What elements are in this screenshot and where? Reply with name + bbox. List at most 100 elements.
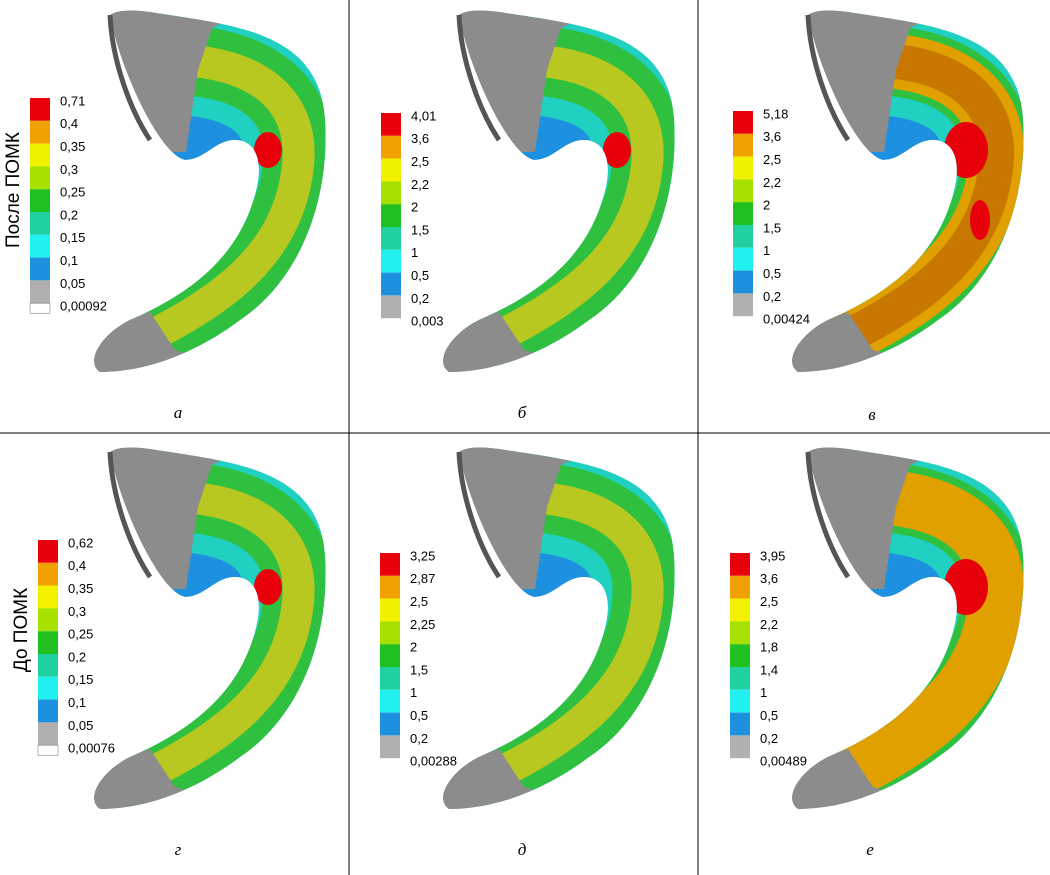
legend-swatch: [30, 234, 50, 258]
legend-swatch: [381, 227, 401, 250]
legend-swatch: [380, 644, 400, 667]
legend-swatch: [733, 270, 753, 294]
legend-label: 0,00092: [60, 299, 107, 314]
legend-swatch: [733, 202, 753, 225]
legend-label: 0,62: [68, 535, 93, 550]
legend-swatch: [381, 113, 401, 136]
legend-label: 0,003: [411, 314, 444, 329]
legend-label: 0,71: [60, 93, 85, 108]
band: [462, 480, 664, 802]
legend-swatch: [733, 111, 753, 134]
legend-label: 1,8: [760, 640, 778, 655]
band: [113, 43, 315, 365]
legend-swatch: [733, 293, 753, 317]
legend-swatch: [38, 699, 58, 723]
panel: [443, 447, 675, 810]
legend-swatch: [381, 204, 401, 227]
legend-label: 0,2: [411, 291, 429, 306]
legend-swatch: [381, 249, 401, 273]
gray-region: [94, 749, 255, 810]
legend-label: 0,5: [410, 708, 428, 723]
contour-plot: [94, 10, 326, 373]
row-label: До ПОМК: [11, 588, 32, 672]
legend-swatch: [380, 735, 400, 759]
legend-label: 0,3: [68, 604, 86, 619]
gray-region: [100, 10, 250, 152]
legend-label: 1: [760, 685, 767, 700]
legend-label: 4,01: [411, 108, 436, 123]
legend-swatch: [38, 722, 58, 746]
legend-label: 0,00076: [68, 741, 115, 756]
legend-label: 1,5: [763, 220, 781, 235]
legend-swatch: [38, 562, 58, 586]
hot-spot: [603, 132, 631, 168]
legend-label: 2: [411, 200, 418, 215]
legend-swatch: [733, 247, 753, 271]
legend-swatch: [30, 189, 50, 212]
legend-swatch: [730, 667, 750, 690]
legend-label: 0,2: [60, 207, 78, 222]
panel-letter: а: [174, 403, 183, 422]
gray-region: [449, 447, 599, 589]
edge: [805, 14, 851, 142]
legend-label: 0,2: [763, 289, 781, 304]
contour-plot: [94, 447, 326, 810]
legend-swatch: [733, 179, 753, 203]
legend-swatch: [733, 225, 753, 248]
gray-region: [792, 749, 953, 810]
legend-swatch: [380, 667, 400, 690]
hot-spot: [254, 132, 282, 168]
band: [807, 469, 1024, 810]
legend-label: 0,3: [60, 162, 78, 177]
gray-region: [449, 10, 599, 152]
legend-label: 1,4: [760, 662, 778, 677]
legend-swatch: [30, 280, 50, 304]
legend-label: 0,5: [411, 268, 429, 283]
legend-swatch: [730, 553, 750, 576]
legend-swatch: [381, 135, 401, 159]
legend-swatch: [38, 540, 58, 563]
legend-swatch: [380, 598, 400, 622]
panel: [792, 447, 1024, 810]
legend-label: 3,25: [410, 548, 435, 563]
legend-label: 0,5: [763, 266, 781, 281]
legend-swatch: [30, 143, 50, 167]
legend-label: 0,35: [68, 581, 93, 596]
legend-swatch: [730, 689, 750, 713]
legend-label: 1: [411, 245, 418, 260]
edge: [805, 451, 851, 579]
legend-label: 2: [410, 640, 417, 655]
legend-swatch: [381, 158, 401, 182]
gray-region: [792, 312, 953, 373]
legend-label: 2,2: [411, 177, 429, 192]
contour-plot: [792, 10, 1024, 373]
legend-swatch: [30, 212, 50, 235]
legend: 3,95 3,6 2,5 2,2 1,8 1,4 1 0,5 0,2 0,00489: [730, 548, 807, 769]
gray-region: [443, 312, 604, 373]
hot-spot: [970, 200, 990, 240]
panel-letter: д: [518, 840, 527, 859]
legend-label: 0,4: [68, 558, 86, 573]
legend-label: 0,25: [68, 627, 93, 642]
legend-label: 2: [763, 198, 770, 213]
edge: [456, 14, 502, 142]
gray-region: [798, 10, 948, 152]
legend-label: 0,15: [60, 230, 85, 245]
legend: 3,25 2,87 2,5 2,25 2 1,5 1 0,5 0,2 0,00288: [380, 548, 457, 769]
legend-label: 0,2: [760, 731, 778, 746]
legend-label: 2,2: [763, 175, 781, 190]
legend-label: 2,5: [760, 594, 778, 609]
panel-letter: г: [175, 840, 182, 859]
legend-label: 3,6: [763, 129, 781, 144]
legend-label: 0,1: [60, 253, 78, 268]
panel: [94, 10, 326, 373]
legend-label: 0,2: [68, 649, 86, 664]
legend-swatch: [730, 621, 750, 645]
legend-label: 0,25: [60, 185, 85, 200]
panel: [94, 447, 326, 810]
panel: [443, 10, 675, 373]
contour-plot: [443, 10, 675, 373]
legend-swatch: [38, 631, 58, 654]
legend-swatch: [380, 689, 400, 713]
legend-label: 3,6: [760, 571, 778, 586]
